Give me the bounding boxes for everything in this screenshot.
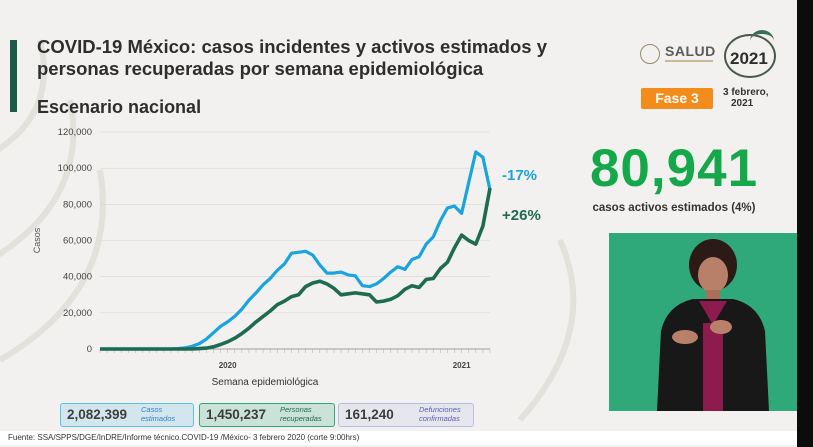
y-axis: 0 20,000 40,000 60,000 80,000 100,000 120,000: [58, 127, 490, 355]
title-accent-bar: [10, 40, 17, 112]
sign-language-interpreter-video: [609, 233, 803, 411]
summary-deaths: 161,240 Defunciones confirmadas: [338, 403, 474, 427]
x-year-label: 2021: [453, 361, 471, 370]
interpreter-figure: [609, 233, 803, 411]
year-logo-text: 2021: [730, 49, 768, 68]
y-tick-label: 20,000: [63, 308, 92, 319]
y-tick-label: 80,000: [63, 199, 92, 210]
y-tick-label: 120,000: [58, 127, 92, 138]
screen-bezel: [797, 0, 813, 447]
series-end-label-recovered: +26%: [502, 207, 541, 224]
scenario-subtitle: Escenario nacional: [37, 97, 202, 117]
series-lines: -17% +26%: [100, 150, 541, 351]
source-footer: Fuente: SSA/SPPS/DGE/InDRE/Informe técni…: [0, 431, 797, 445]
report-date-line2: 2021: [731, 98, 754, 109]
serpent-icon: [750, 30, 774, 52]
salud-logo-text: SALUD: [665, 43, 716, 59]
report-date: 3 febrero, 2021: [723, 87, 783, 109]
summary-label: Casos estimados: [141, 405, 176, 423]
x-year-label: 2020: [219, 361, 237, 370]
x-axis-label: Semana epidemiológica: [212, 377, 319, 388]
phase-badge: Fase 3: [641, 88, 713, 109]
series-line-recovered: [100, 187, 492, 351]
summary-value: 2,082,399: [67, 407, 128, 422]
y-tick-label: 100,000: [58, 163, 92, 174]
y-tick-label: 60,000: [63, 236, 92, 247]
page-title: COVID-19 México: casos incidentes y acti…: [37, 36, 547, 79]
summary-value: 161,240: [345, 407, 394, 422]
series-end-label-estimated: -17%: [502, 167, 537, 184]
y-axis-label: Casos: [32, 227, 42, 253]
summary-recovered: 1,450,237 Personas recuperadas: [199, 403, 335, 427]
summary-value: 1,450,237: [206, 407, 267, 422]
active-cases-caption: casos activos estimados (4%): [592, 202, 756, 214]
salud-logo: SALUD: [640, 42, 716, 68]
report-date-line1: 3 febrero,: [723, 87, 769, 98]
seal-icon: [640, 44, 660, 64]
summary-estimated-cases: 2,082,399 Casos estimados: [60, 403, 194, 427]
series-line-estimated: [100, 150, 492, 351]
year-2021-logo: 2021: [722, 30, 780, 82]
x-axis: 2020 2021: [99, 348, 491, 370]
summary-label: Defunciones confirmadas: [419, 405, 461, 423]
active-cases-number: 80,941: [589, 139, 759, 198]
y-tick-label: 40,000: [63, 272, 92, 283]
y-tick-label: 0: [87, 344, 92, 355]
cases-line-chart: 020,00040,00060,00080,000100,000120,000 …: [32, 127, 541, 388]
summary-label: Personas recuperadas: [280, 405, 322, 423]
